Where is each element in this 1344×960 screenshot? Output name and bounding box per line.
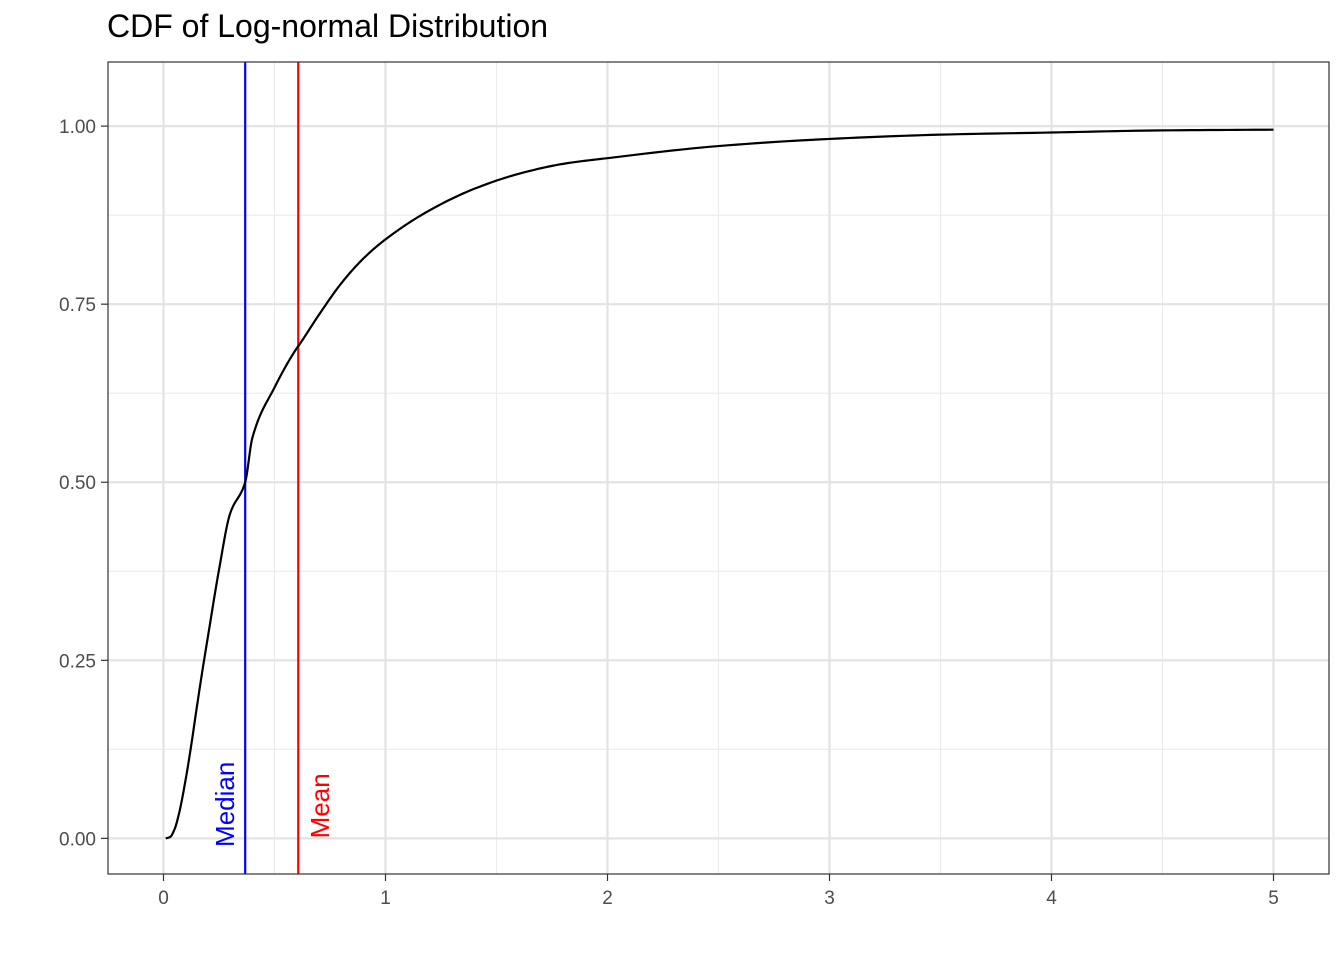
minor-gridlines [108,62,1329,874]
y-axis-tick-labels: 0.00 0.25 0.50 0.75 1.00 [59,117,96,850]
x-tick-label: 0 [158,888,169,909]
x-axis-tick-labels: 0 1 2 3 4 5 [158,888,1279,909]
x-tick-label: 2 [602,888,613,909]
y-tick-label: 0.75 [59,295,96,316]
median-label: Median [210,762,240,847]
x-tick-label: 3 [824,888,835,909]
reference-line-labels: Median Mean [210,762,335,847]
cdf-line-series-0 [165,128,1274,840]
y-tick-label: 0.50 [59,473,96,494]
plot-panel-border [107,61,1330,875]
series-layer [165,128,1274,840]
x-tick-label: 5 [1268,888,1279,909]
y-tick-label: 0.25 [59,651,96,672]
major-gridlines [108,62,1329,874]
x-tick-label: 4 [1046,888,1057,909]
reference-lines [244,62,300,874]
chart-title: CDF of Log-normal Distribution [107,8,549,44]
y-tick-label: 1.00 [59,117,96,138]
x-tick-label: 1 [380,888,391,909]
y-tick-label: 0.00 [59,829,96,850]
mean-label: Mean [305,773,335,838]
axis-ticks [101,125,1275,881]
